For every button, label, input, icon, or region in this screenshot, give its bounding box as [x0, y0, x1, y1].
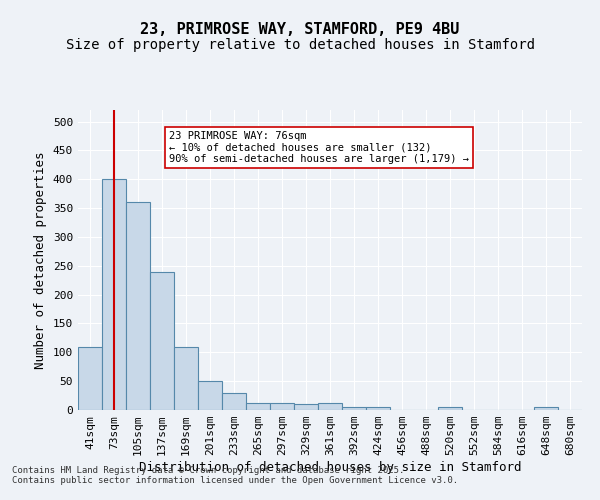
Bar [342, 407, 366, 410]
Bar [198, 381, 222, 410]
Bar [366, 407, 390, 410]
Bar [222, 392, 246, 410]
Text: Contains HM Land Registry data © Crown copyright and database right 2025.
Contai: Contains HM Land Registry data © Crown c… [12, 466, 458, 485]
Bar [318, 403, 342, 410]
Text: 23 PRIMROSE WAY: 76sqm
← 10% of detached houses are smaller (132)
90% of semi-de: 23 PRIMROSE WAY: 76sqm ← 10% of detached… [169, 131, 469, 164]
Text: Size of property relative to detached houses in Stamford: Size of property relative to detached ho… [65, 38, 535, 52]
Bar [78, 346, 102, 410]
Text: 23, PRIMROSE WAY, STAMFORD, PE9 4BU: 23, PRIMROSE WAY, STAMFORD, PE9 4BU [140, 22, 460, 38]
Bar [246, 402, 270, 410]
Y-axis label: Number of detached properties: Number of detached properties [34, 151, 47, 369]
Bar [270, 403, 294, 410]
X-axis label: Distribution of detached houses by size in Stamford: Distribution of detached houses by size … [139, 461, 521, 474]
Bar [438, 407, 462, 410]
Bar [294, 404, 318, 410]
Bar [150, 272, 174, 410]
Bar [534, 407, 558, 410]
Bar [102, 179, 126, 410]
Bar [126, 202, 150, 410]
Bar [174, 346, 198, 410]
